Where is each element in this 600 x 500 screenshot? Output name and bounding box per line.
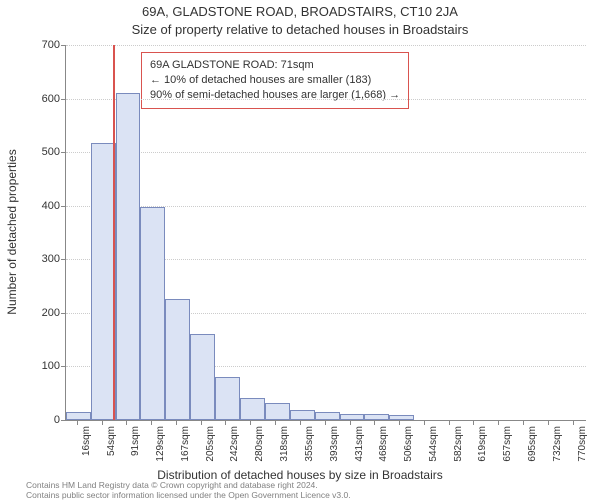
x-tick-mark [250, 420, 251, 425]
x-tick-label: 355sqm [304, 426, 315, 462]
x-tick-mark [449, 420, 450, 425]
x-tick-label: 506sqm [403, 426, 414, 462]
histogram-bar [340, 414, 364, 420]
y-tick-mark [61, 99, 66, 100]
x-tick-label: 657sqm [502, 426, 513, 462]
x-tick-label: 54sqm [106, 426, 117, 456]
x-tick-label: 770sqm [577, 426, 588, 462]
x-tick-mark [275, 420, 276, 425]
x-tick-label: 582sqm [453, 426, 464, 462]
y-tick-mark [61, 313, 66, 314]
x-tick-mark [102, 420, 103, 425]
x-tick-label: 732sqm [552, 426, 563, 462]
x-tick-label: 16sqm [81, 426, 92, 456]
x-tick-mark [350, 420, 351, 425]
chart-container: 69A, GLADSTONE ROAD, BROADSTAIRS, CT10 2… [0, 0, 600, 500]
x-tick-label: 544sqm [428, 426, 439, 462]
x-tick-label: 431sqm [354, 426, 365, 462]
reference-line [113, 45, 115, 420]
footer: Contains HM Land Registry data © Crown c… [26, 481, 351, 500]
x-tick-label: 468sqm [378, 426, 389, 462]
y-tick-mark [61, 420, 66, 421]
x-tick-mark [424, 420, 425, 425]
x-tick-label: 167sqm [180, 426, 191, 462]
histogram-bar [290, 410, 315, 420]
x-tick-label: 242sqm [229, 426, 240, 462]
annotation-line2: ← 10% of detached houses are smaller (18… [150, 73, 400, 88]
x-tick-mark [201, 420, 202, 425]
y-tick-label: 100 [42, 360, 60, 372]
x-tick-mark [176, 420, 177, 425]
gridline [66, 152, 586, 153]
x-tick-label: 695sqm [527, 426, 538, 462]
x-tick-label: 318sqm [279, 426, 290, 462]
x-tick-mark [325, 420, 326, 425]
x-tick-label: 393sqm [329, 426, 340, 462]
x-tick-mark [473, 420, 474, 425]
chart-subtitle: Size of property relative to detached ho… [0, 22, 600, 37]
x-tick-mark [399, 420, 400, 425]
y-tick-mark [61, 259, 66, 260]
x-tick-mark [300, 420, 301, 425]
x-tick-mark [573, 420, 574, 425]
x-tick-mark [126, 420, 127, 425]
annotation-box: 69A GLADSTONE ROAD: 71sqm ← 10% of detac… [141, 52, 409, 109]
x-tick-mark [498, 420, 499, 425]
x-tick-label: 280sqm [254, 426, 265, 462]
x-tick-mark [225, 420, 226, 425]
chart-title-address: 69A, GLADSTONE ROAD, BROADSTAIRS, CT10 2… [0, 4, 600, 19]
gridline [66, 45, 586, 46]
histogram-bar [265, 403, 290, 420]
x-tick-label: 91sqm [130, 426, 141, 456]
y-tick-label: 500 [42, 146, 60, 158]
y-tick-mark [61, 206, 66, 207]
y-tick-label: 700 [42, 39, 60, 51]
histogram-bar [116, 93, 140, 420]
y-axis-label: Number of detached properties [5, 149, 19, 314]
x-tick-mark [523, 420, 524, 425]
y-tick-mark [61, 45, 66, 46]
histogram-bar [190, 334, 215, 420]
y-tick-mark [61, 152, 66, 153]
annotation-line1: 69A GLADSTONE ROAD: 71sqm [150, 58, 400, 73]
y-tick-label: 200 [42, 307, 60, 319]
x-tick-mark [77, 420, 78, 425]
histogram-bar [240, 398, 265, 421]
gridline [66, 99, 586, 100]
histogram-bar [215, 377, 239, 420]
annotation-line3: 90% of semi-detached houses are larger (… [150, 88, 400, 103]
x-tick-label: 129sqm [155, 426, 166, 462]
histogram-bar [165, 299, 190, 420]
y-tick-label: 0 [54, 414, 60, 426]
x-tick-mark [548, 420, 549, 425]
histogram-bar [364, 414, 389, 420]
histogram-bar [66, 412, 91, 420]
histogram-bar [140, 207, 165, 420]
x-tick-label: 619sqm [477, 426, 488, 462]
plot-area: 69A GLADSTONE ROAD: 71sqm ← 10% of detac… [65, 45, 586, 421]
y-tick-label: 400 [42, 200, 60, 212]
y-tick-label: 300 [42, 253, 60, 265]
x-tick-label: 205sqm [205, 426, 216, 462]
histogram-bar [389, 415, 414, 420]
footer-line2: Contains public sector information licen… [26, 491, 351, 500]
x-tick-mark [374, 420, 375, 425]
histogram-bar [315, 412, 340, 420]
y-tick-mark [61, 366, 66, 367]
x-tick-mark [151, 420, 152, 425]
y-tick-label: 600 [42, 93, 60, 105]
